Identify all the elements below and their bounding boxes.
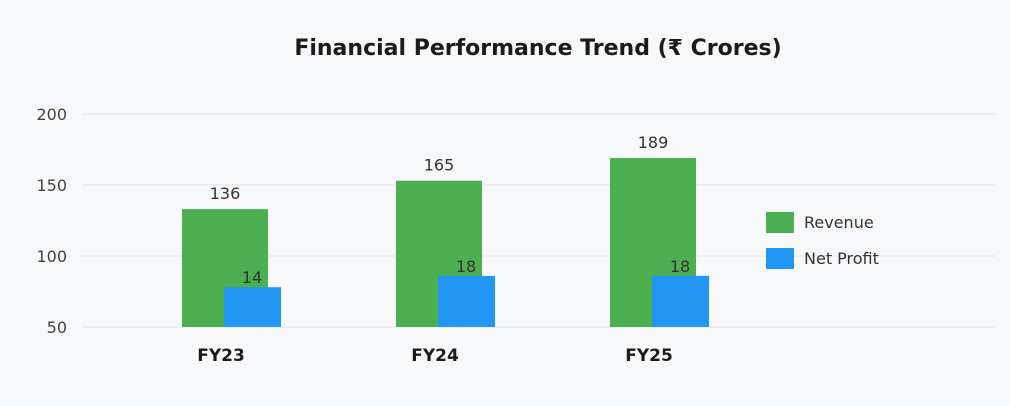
y-tick-label: 150 xyxy=(36,176,67,195)
y-axis-ticks: 50 100 150 200 xyxy=(36,105,67,337)
y-tick-label: 200 xyxy=(36,105,67,124)
x-tick-label: FY24 xyxy=(411,346,459,366)
chart-title: Financial Performance Trend (₹ Crores) xyxy=(294,36,781,61)
data-label-net-profit: 14 xyxy=(242,268,262,287)
y-tick-label: 100 xyxy=(36,247,67,266)
data-label-revenue: 189 xyxy=(638,133,669,152)
data-label-net-profit: 18 xyxy=(670,257,690,276)
x-tick-label: FY25 xyxy=(625,346,673,366)
bars xyxy=(182,158,709,327)
data-label-revenue: 136 xyxy=(210,184,241,203)
bar-net-profit-fy25 xyxy=(652,275,709,327)
bar-net-profit-fy23 xyxy=(224,287,281,327)
legend: Revenue Net Profit xyxy=(766,212,879,269)
x-axis-ticks: FY23 FY24 FY25 xyxy=(197,346,673,366)
legend-swatch-revenue xyxy=(766,212,794,233)
y-tick-label: 50 xyxy=(47,318,67,337)
x-tick-label: FY23 xyxy=(197,346,245,366)
legend-swatch-net-profit xyxy=(766,248,794,269)
legend-label: Net Profit xyxy=(804,249,879,268)
data-label-revenue: 165 xyxy=(424,156,455,175)
data-label-net-profit: 18 xyxy=(456,257,476,276)
bar-net-profit-fy24 xyxy=(438,275,495,327)
legend-label: Revenue xyxy=(804,213,874,232)
data-labels: 136 14 165 18 189 18 xyxy=(210,133,690,287)
